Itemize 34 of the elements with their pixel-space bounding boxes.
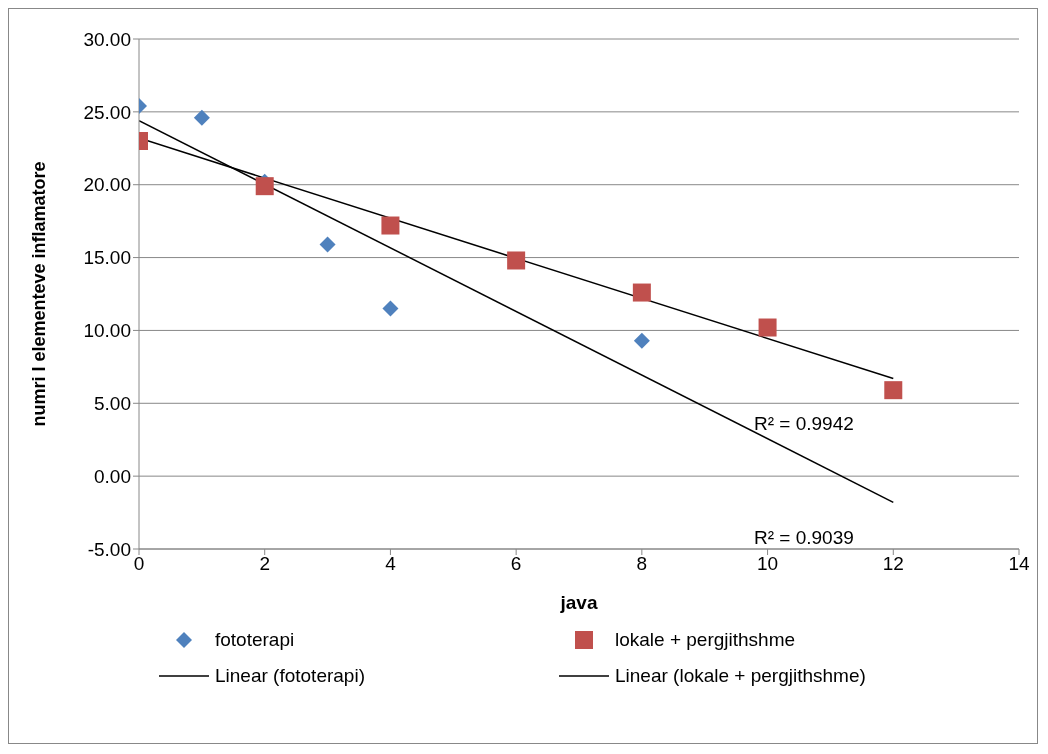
x-axis-title: java [559,592,598,613]
point [319,236,336,253]
x-tick-label: 4 [385,553,397,575]
y-tick-label: 25.00 [83,101,131,123]
y-tick-label: 30.00 [83,28,131,50]
x-tick-label: 14 [1008,553,1030,575]
point [758,318,777,337]
x-tick-label: 8 [636,553,648,575]
annotation: R² = 0.9039 [754,527,854,549]
y-tick-label: -5.00 [87,538,131,560]
point [507,251,526,270]
point [632,283,651,302]
point [193,109,210,126]
y-axis-title: numri I elementeve inflamatore [29,161,50,427]
x-tick-label: 6 [510,553,522,575]
legend-label: Linear (lokale + pergjithshme) [615,665,866,687]
y-tick-label: 0.00 [94,465,131,487]
point [255,177,274,196]
legend-label: Linear (fototerapi) [215,665,365,687]
y-tick-label: 20.00 [83,174,131,196]
y-tick-label: 15.00 [83,247,131,269]
y-tick-label: 10.00 [83,320,131,342]
x-tick-label: 0 [133,553,145,575]
x-tick-label: 10 [757,553,779,575]
point [382,300,399,317]
point [381,216,400,235]
legend-label: fototerapi [215,629,295,651]
y-tick-label: 5.00 [94,393,131,415]
legend-label: lokale + pergjithshme [615,629,796,651]
x-tick-label: 2 [259,553,270,575]
x-tick-label: 12 [882,553,904,575]
point [884,381,903,400]
point [633,332,650,349]
annotation: R² = 0.9942 [754,413,854,435]
